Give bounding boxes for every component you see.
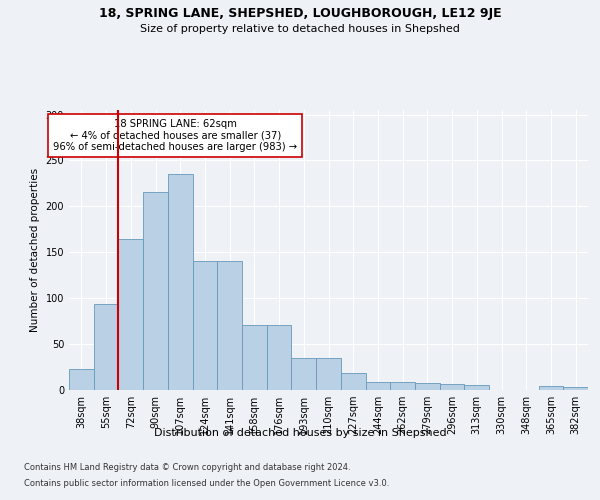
Bar xyxy=(390,382,415,390)
Text: Distribution of detached houses by size in Shepshed: Distribution of detached houses by size … xyxy=(154,428,446,438)
Bar xyxy=(464,386,489,390)
Bar xyxy=(94,304,118,390)
Bar xyxy=(415,382,440,390)
Bar xyxy=(563,387,588,390)
Text: Size of property relative to detached houses in Shepshed: Size of property relative to detached ho… xyxy=(140,24,460,34)
Text: Contains HM Land Registry data © Crown copyright and database right 2024.: Contains HM Land Registry data © Crown c… xyxy=(24,464,350,472)
Bar xyxy=(539,386,563,390)
Bar xyxy=(168,174,193,390)
Bar xyxy=(440,384,464,390)
Bar xyxy=(118,240,143,390)
Bar xyxy=(193,260,217,390)
Bar xyxy=(242,325,267,390)
Bar xyxy=(267,325,292,390)
Y-axis label: Number of detached properties: Number of detached properties xyxy=(30,168,40,332)
Bar xyxy=(143,192,168,390)
Bar xyxy=(69,369,94,390)
Bar xyxy=(292,358,316,390)
Text: 18, SPRING LANE, SHEPSHED, LOUGHBOROUGH, LE12 9JE: 18, SPRING LANE, SHEPSHED, LOUGHBOROUGH,… xyxy=(98,8,502,20)
Text: Contains public sector information licensed under the Open Government Licence v3: Contains public sector information licen… xyxy=(24,478,389,488)
Bar xyxy=(217,260,242,390)
Bar xyxy=(341,372,365,390)
Bar xyxy=(316,358,341,390)
Text: 18 SPRING LANE: 62sqm
← 4% of detached houses are smaller (37)
96% of semi-detac: 18 SPRING LANE: 62sqm ← 4% of detached h… xyxy=(53,119,298,152)
Bar xyxy=(365,382,390,390)
